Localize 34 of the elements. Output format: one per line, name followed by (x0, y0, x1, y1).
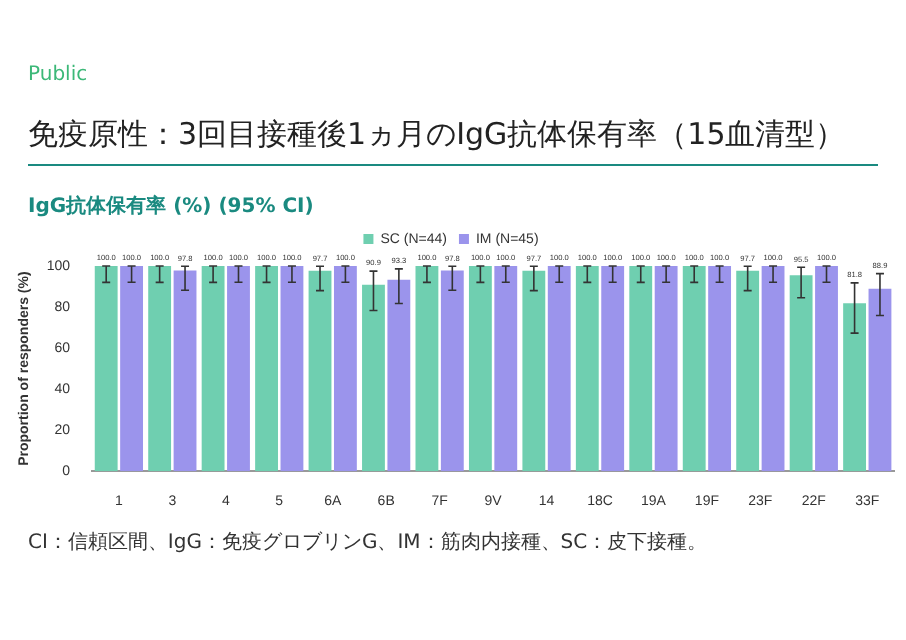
bar (280, 266, 304, 472)
bar (255, 266, 278, 472)
bar (120, 266, 144, 472)
bar (736, 270, 760, 472)
bar (440, 270, 464, 472)
bar (654, 266, 678, 472)
bar (333, 266, 357, 472)
bar (682, 266, 706, 472)
bar (173, 270, 197, 472)
bar (761, 266, 785, 472)
bar (868, 288, 892, 472)
text: CI：信頼区間、IgG：免疫グロブリンG、IM：筋肉内接種、SC：皮下接種。 (28, 529, 708, 556)
bar (601, 266, 625, 472)
bar (547, 266, 571, 472)
bar (362, 284, 385, 472)
bar (415, 266, 439, 472)
bar (494, 266, 518, 472)
bar (94, 266, 118, 472)
bar (227, 266, 250, 472)
text: Public (28, 64, 88, 86)
bar (789, 275, 813, 472)
chart-subtitle: IgG抗体保有率 (%) (95% CI) (28, 192, 314, 220)
bar (522, 270, 546, 472)
bar (201, 266, 225, 472)
bar (468, 266, 492, 472)
bar (308, 270, 332, 472)
bar (575, 266, 599, 472)
bar (387, 279, 411, 472)
bar (815, 266, 838, 472)
bar (843, 303, 866, 472)
bar (148, 266, 172, 472)
chart-title: 免疫原性：3回目接種後1ヵ月のIgG抗体保有率（15血清型） (28, 116, 878, 166)
bar (629, 266, 653, 472)
bar (708, 266, 732, 472)
